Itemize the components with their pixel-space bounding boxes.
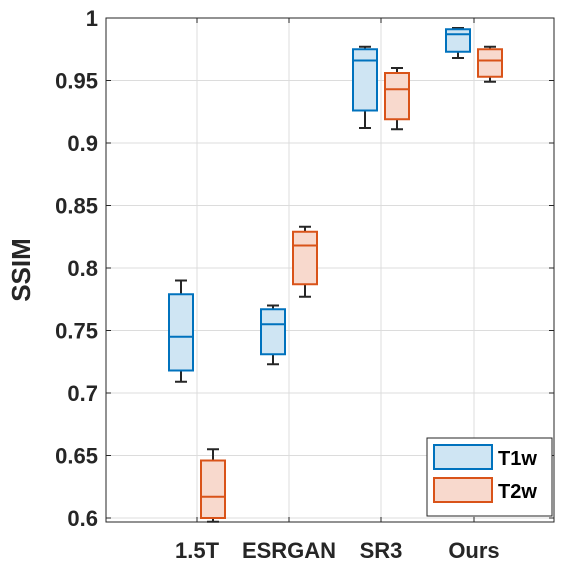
box-t1w-1.5t <box>168 279 194 383</box>
legend: T1w T2w <box>426 437 553 517</box>
box-t2w-1.5t <box>200 448 226 523</box>
box-t2w-sr3 <box>384 67 410 131</box>
legend-swatch-t2w <box>433 477 493 503</box>
y-tick-label: 0.9 <box>67 131 98 156</box>
y-tick-label: 1 <box>86 6 98 31</box>
y-tick-label: 0.85 <box>55 194 98 219</box>
box-body <box>352 48 378 112</box>
box-t1w-sr3 <box>352 45 378 129</box>
x-tick-label: 1.5T <box>175 538 220 563</box>
y-tick-label: 0.75 <box>55 319 98 344</box>
box-body <box>168 293 194 372</box>
box-t1w-ours <box>445 27 471 59</box>
box-t1w-esrgan <box>260 304 286 366</box>
legend-label-t1w: T1w <box>498 448 537 470</box>
box-t2w-ours <box>477 45 503 83</box>
plot-border <box>105 17 555 523</box>
y-tick-label: 0.65 <box>55 444 98 469</box>
box-t2w-esrgan <box>292 225 318 298</box>
box-body <box>445 28 471 53</box>
box-body <box>384 72 410 121</box>
y-tick-label: 0.95 <box>55 69 98 94</box>
y-axis-ticks: 0.6 0.65 0.7 0.75 0.8 0.85 0.9 0.95 1 <box>55 6 554 531</box>
box-body <box>477 48 503 78</box>
x-tick-label: ESRGAN <box>242 538 336 563</box>
y-tick-label: 0.8 <box>67 256 98 281</box>
legend-label-t2w: T2w <box>498 481 537 503</box>
y-tick-label: 0.7 <box>67 381 98 406</box>
x-tick-label: Ours <box>448 538 499 563</box>
box-body <box>292 230 318 286</box>
x-tick-label: SR3 <box>360 538 403 563</box>
x-axis-ticks: 1.5T ESRGAN SR3 Ours <box>175 18 500 563</box>
y-axis-label: SSIM <box>6 238 36 302</box>
box-body <box>200 459 226 519</box>
legend-swatch-t1w <box>433 444 493 470</box>
y-tick-label: 0.6 <box>67 506 98 531</box>
box-groups <box>168 27 503 523</box>
box-body <box>260 308 286 356</box>
